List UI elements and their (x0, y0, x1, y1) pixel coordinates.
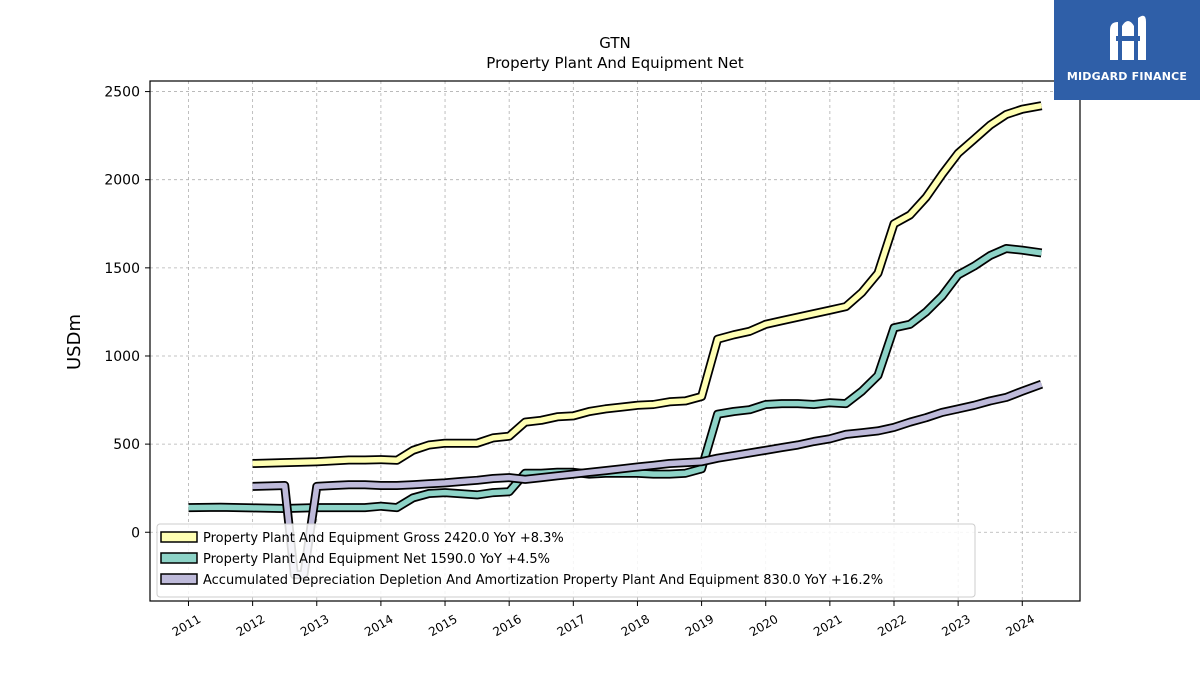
x-tick-label: 2016 (490, 612, 523, 639)
x-tick-label: 2014 (362, 612, 395, 639)
legend: Property Plant And Equipment Gross 2420.… (156, 523, 976, 598)
y-tick-label: 2000 (104, 173, 140, 189)
series-line-3 (252, 381, 1043, 578)
chart-title: GTN (599, 34, 630, 52)
legend-label: Property Plant And Equipment Gross 2420.… (203, 531, 564, 546)
x-tick-label: 2017 (555, 612, 588, 639)
x-tick-label: 2011 (170, 612, 203, 639)
x-tick-label: 2019 (683, 612, 716, 639)
y-tick-label: 0 (131, 525, 140, 541)
series-line-outline-1 (252, 101, 1043, 468)
series-line-2 (188, 245, 1042, 512)
y-tick-label: 2500 (104, 85, 140, 101)
grid (150, 81, 1080, 601)
legend-swatch (160, 552, 198, 564)
x-tick-label: 2015 (426, 612, 459, 639)
brand-logo-text: MIDGARD FINANCE (1066, 70, 1188, 83)
x-tick-label: 2018 (619, 612, 652, 639)
y-tick-label: 1000 (104, 349, 140, 365)
x-tick-label: 2020 (747, 612, 780, 639)
y-axis-label: USDm (64, 314, 85, 370)
y-tick-label: 1500 (104, 261, 140, 277)
brand-logo: MIDGARD FINANCE (1054, 0, 1200, 100)
brand-logo-icon (1110, 15, 1146, 60)
legend-swatch (160, 531, 198, 543)
x-tick-label: 2023 (939, 612, 972, 639)
x-tick-label: 2021 (811, 612, 844, 639)
series-line-1 (252, 102, 1042, 467)
series-group (188, 101, 1044, 580)
x-tick-label: 2024 (1004, 612, 1037, 639)
y-tick-label: 500 (113, 437, 140, 453)
x-tick-label: 2012 (234, 612, 267, 639)
x-tick-label: 2013 (298, 612, 331, 639)
x-tick-label: 2022 (875, 612, 908, 639)
legend-label: Property Plant And Equipment Net 1590.0 … (203, 552, 550, 567)
chart-subtitle: Property Plant And Equipment Net (486, 54, 743, 72)
plot-frame (149, 80, 1081, 602)
legend-swatch (160, 573, 198, 585)
legend-label: Accumulated Depreciation Depletion And A… (203, 573, 883, 588)
legend-box (156, 523, 976, 598)
